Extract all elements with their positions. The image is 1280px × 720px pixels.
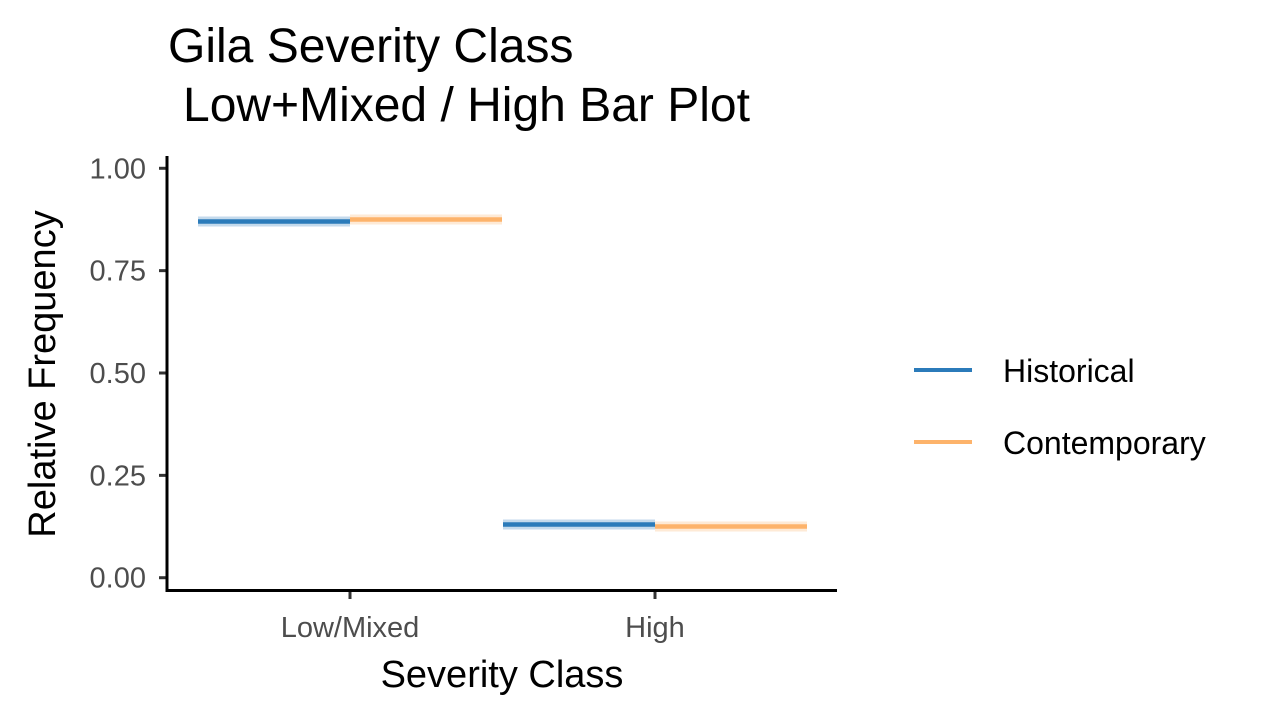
y-tick-label: 0.00 <box>90 563 146 595</box>
y-tick-label: 0.75 <box>90 256 146 288</box>
y-tick-label: 0.25 <box>90 460 146 492</box>
y-tick-label: 0.50 <box>90 358 146 390</box>
y-tick-label: 1.00 <box>90 153 146 185</box>
legend: Historical Contemporary <box>914 353 1206 461</box>
chart-title: Gila Severity Class <box>168 20 573 73</box>
legend-label-historical: Historical <box>1003 353 1135 389</box>
chart-subtitle: Low+Mixed / High Bar Plot <box>183 79 750 132</box>
x-tick-label: Low/Mixed <box>281 612 420 644</box>
legend-label-contemporary: Contemporary <box>1003 425 1206 461</box>
x-axis-title: Severity Class <box>381 654 624 696</box>
y-axis-title: Relative Frequency <box>22 210 64 537</box>
x-tick-label: High <box>625 612 685 644</box>
plot-area: 0.00 0.25 0.50 0.75 1.00 Low/Mixed High <box>90 153 807 644</box>
